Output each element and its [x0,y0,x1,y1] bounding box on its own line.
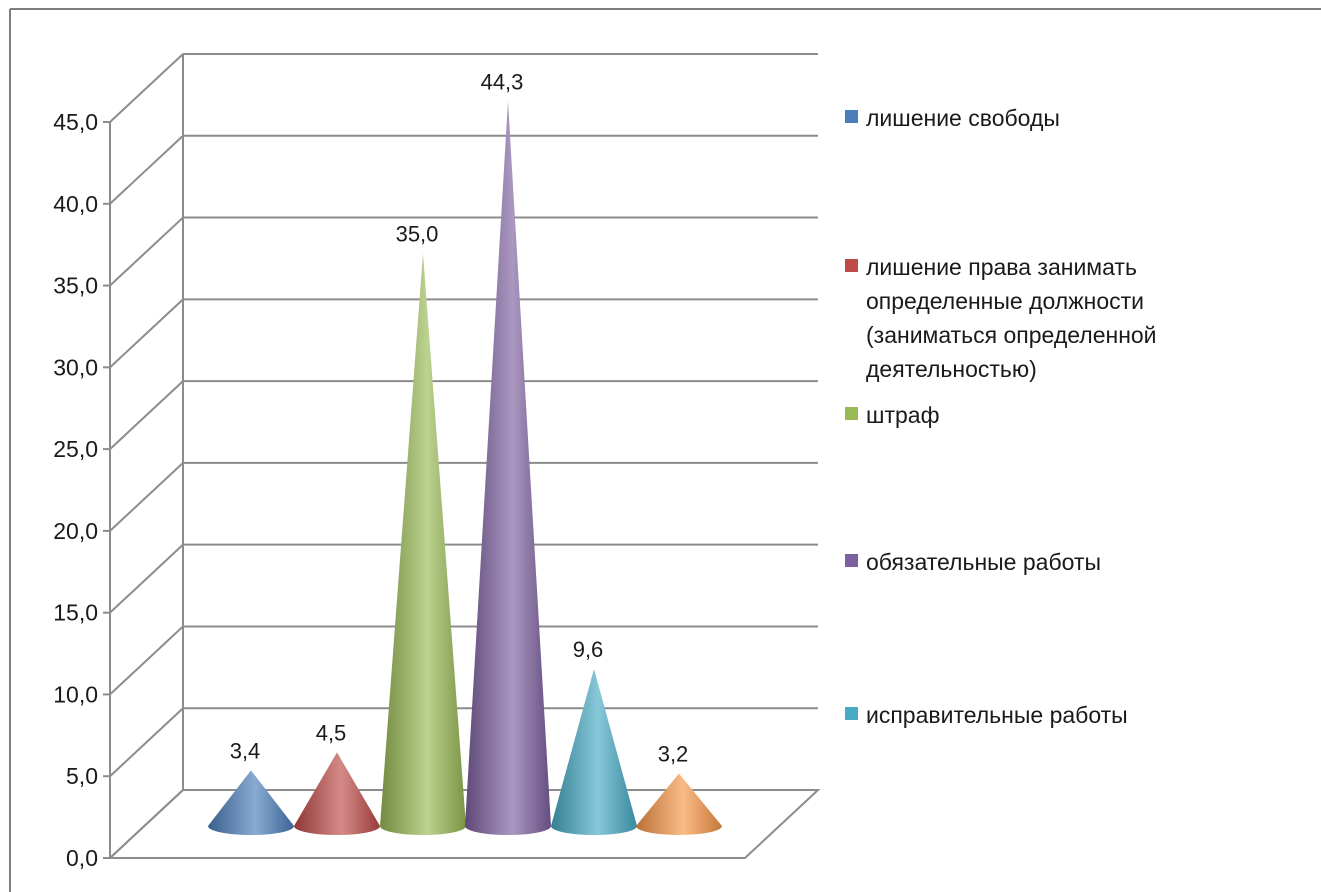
cone-mark [636,773,722,835]
gridline-diagonal [109,380,184,450]
cone-mark [465,101,551,835]
data-label: 3,2 [658,742,689,767]
legend-swatch [845,259,858,272]
legend-swatch [845,554,858,567]
legend-label: лишение права занимать определенные долж… [866,254,1157,382]
y-tick-label: 20,0 [53,518,98,544]
cone-body [208,770,294,835]
y-tick-label: 15,0 [53,600,98,626]
y-tick-label: 25,0 [53,436,98,462]
legend-label: лишение свободы [866,105,1060,131]
gridline-diagonal [109,789,184,859]
legend-item: лишение права занимать определенные долж… [845,250,1205,386]
cone-body [380,253,466,836]
y-tick-label: 40,0 [53,191,98,217]
legend-item: штраф [845,398,1205,432]
gridline-diagonal [109,707,184,777]
y-tick-label: 35,0 [53,273,98,299]
cone-body [636,773,722,835]
legend: лишение свободы лишение права занимать оп… [845,0,1315,892]
legend-item: исправительные работы [845,698,1205,732]
y-tick-label: 45,0 [53,109,98,135]
legend-label: исправительные работы [866,702,1128,728]
legend-swatch [845,707,858,720]
legend-swatch [845,407,858,420]
gridline-diagonal [109,53,184,123]
cone-mark [208,770,294,835]
legend-label: обязательные работы [866,549,1101,575]
y-tick-label: 10,0 [53,681,98,707]
data-label: 44,3 [481,69,524,94]
gridline-diagonal [109,216,184,287]
chart-walls [107,53,821,859]
cone-body [465,101,551,835]
gridline-diagonal [109,462,184,532]
cone-body [551,668,637,835]
gridline-diagonal [109,543,184,614]
chart-marks [208,101,722,836]
cone-mark [294,752,380,835]
cone-mark [551,668,637,835]
data-label: 9,6 [573,637,604,662]
legend-swatch [845,110,858,123]
legend-item: обязательные работы [845,545,1205,579]
legend-label: штраф [866,402,940,428]
y-tick-label: 0,0 [66,845,98,871]
data-label: 35,0 [396,222,439,247]
data-label: 3,4 [230,738,261,763]
gridline-diagonal [109,135,184,205]
y-tick-label: 5,0 [66,763,98,789]
gridline-diagonal [109,298,184,369]
cone-body [294,752,380,835]
y-axis: 0,0 5,0 10,0 15,0 20,0 25,0 30,0 35,0 40,0 45,0 [53,109,111,871]
cone-mark [380,253,466,836]
data-labels: 3,4 4,5 35,0 44,3 9,6 3,2 [230,69,689,766]
data-label: 4,5 [316,720,347,745]
y-tick-label: 30,0 [53,354,98,380]
legend-item: лишение свободы [845,101,1205,135]
gridline-diagonal [109,625,184,696]
